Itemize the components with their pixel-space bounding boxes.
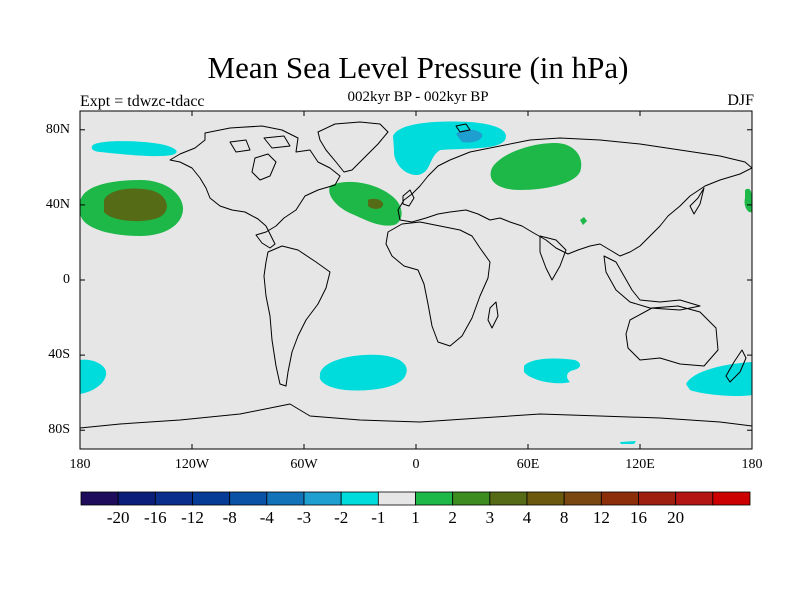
longitude-tick-label: 120W: [174, 457, 210, 472]
colorbar-swatch: [638, 491, 677, 506]
page-subtitle: 002kyr BP - 002kyr BP: [347, 89, 489, 105]
anomaly-antarctic-speck: [620, 441, 636, 444]
colorbar-swatch: [192, 491, 231, 506]
colorbar-label: -8: [222, 508, 237, 527]
colorbar-swatch: [452, 491, 491, 506]
longitude-tick-label: 120E: [625, 457, 655, 472]
anomaly-dateline-east-edge: [744, 188, 752, 213]
coastline-uk: [402, 189, 415, 207]
anomaly-northern-eurasia: [490, 143, 582, 190]
page-title: Mean Sea Level Pressure (in hPa): [207, 50, 629, 85]
tick-marks: [79, 111, 753, 449]
colorbar-label: 20: [667, 508, 685, 527]
colorbar-label: 4: [522, 508, 532, 527]
colorbar-swatch: [415, 491, 454, 506]
anomaly-southeast-pacific: [80, 359, 107, 394]
coastline-greenland: [317, 121, 389, 173]
colorbar-label: -3: [296, 508, 312, 527]
colorbar: [80, 491, 751, 506]
coastline-new-zealand: [725, 349, 747, 383]
colorbar-label: 3: [485, 508, 495, 527]
longitude-tick-label: 180: [741, 457, 763, 472]
colorbar-swatch: [489, 491, 528, 506]
season-label: DJF: [727, 92, 754, 109]
latitude-tick-label: 40S: [48, 347, 70, 363]
colorbar-swatch: [563, 491, 602, 506]
coastline-svalbard: [455, 123, 471, 133]
latitude-tick-label: 0: [63, 272, 70, 287]
anomaly-barents-core: [456, 129, 483, 143]
colorbar-label: -20: [106, 508, 130, 527]
latitude-tick-label: 80N: [45, 121, 70, 137]
anomaly-north-pacific-core: [104, 188, 167, 222]
colorbar-swatch: [712, 491, 751, 506]
colorbar-label: -2: [334, 508, 349, 527]
anomaly-north-atlantic-core: [368, 198, 384, 209]
anomaly-beaufort: [91, 141, 177, 157]
colorbar-label: -12: [181, 508, 204, 527]
experiment-label: Expt = tdwzc-tdacc: [80, 93, 205, 110]
colorbar-swatch: [340, 491, 379, 506]
colorbar-label: 16: [630, 508, 647, 527]
colorbar-swatch: [80, 491, 119, 506]
longitude-tick-label: 60W: [290, 457, 318, 472]
colorbar-swatch: [117, 491, 156, 506]
coastline-south-america: [263, 245, 331, 387]
coastline-arctic-islands: [229, 135, 291, 153]
colorbar-swatch: [303, 491, 342, 506]
colorbar-label: 1: [411, 508, 420, 527]
colorbar-swatch: [154, 491, 193, 506]
anomaly-central-asia-spot: [580, 217, 587, 225]
colorbar-swatch: [266, 491, 305, 506]
coastline-madagascar: [487, 301, 499, 329]
colorbar-swatch: [600, 491, 639, 506]
colorbar-label: -16: [143, 508, 167, 527]
latitude-tick-label: 80S: [48, 422, 70, 438]
colorbar-swatch: [526, 491, 565, 506]
anomaly-south-atlantic: [319, 354, 407, 391]
colorbar-label: 2: [448, 508, 457, 527]
anomaly-south-indian: [524, 358, 581, 384]
coastline-africa: [385, 221, 491, 347]
coastline-southeast-asia: [603, 255, 701, 311]
colorbar-label: -4: [259, 508, 274, 527]
coastline-north-america: [169, 125, 341, 249]
longitude-tick-label: 180: [69, 457, 91, 472]
coastline-australia: [625, 305, 719, 367]
longitude-tick-label: 0: [412, 457, 420, 472]
coastline-india: [539, 235, 567, 281]
coastlines: [80, 121, 752, 429]
anomaly-southwest-pacific: [686, 362, 752, 397]
coastline-japan: [689, 187, 705, 215]
colorbar-label: 8: [559, 508, 569, 527]
colorbar-label: 12: [592, 508, 610, 527]
colorbar-swatch: [675, 491, 714, 506]
latitude-tick-label: 40N: [45, 196, 70, 212]
colorbar-label: -1: [371, 508, 386, 527]
coastline-hudson-bay: [251, 153, 277, 181]
anomaly-fills: [80, 121, 752, 444]
coastline-antarctica: [80, 403, 752, 429]
anomaly-north-atlantic: [329, 181, 402, 226]
colorbar-swatch: [377, 491, 416, 506]
coastline-eurasia: [397, 137, 752, 257]
colorbar-swatch: [229, 491, 268, 506]
longitude-tick-label: 60E: [516, 457, 540, 472]
